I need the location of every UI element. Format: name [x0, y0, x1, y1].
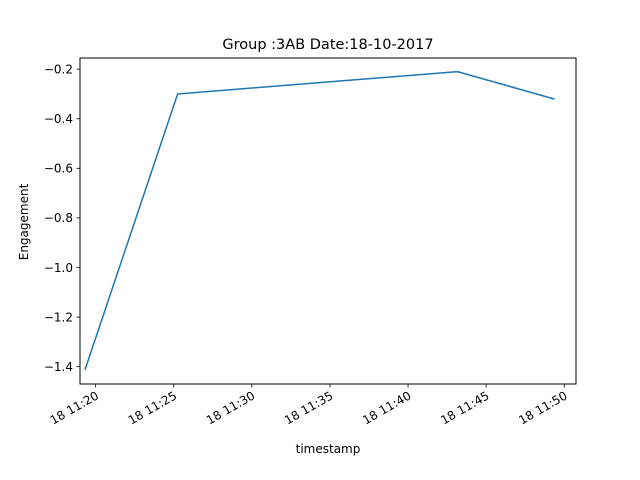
y-tick-label: −1.0	[44, 261, 73, 275]
x-tick-label: 18 11:35	[282, 388, 335, 427]
y-tick-label: −1.2	[44, 310, 73, 324]
y-tick-label: −0.6	[44, 162, 73, 176]
x-tick-label: 18 11:50	[516, 388, 569, 427]
axes-frame	[79, 57, 577, 385]
y-tick-label: −0.2	[44, 62, 73, 76]
y-axis-label: Engagement	[17, 183, 31, 260]
x-tick-label: 18 11:45	[438, 388, 491, 427]
x-axis-label: timestamp	[296, 442, 361, 456]
x-tick-label: 18 11:30	[204, 388, 257, 427]
y-tick-label: −0.8	[44, 211, 73, 225]
plot-area: −1.4 −1.2 −1.0 −0.8 −0.6 −0.4 −0.2 18 11:20 18 1…	[44, 57, 577, 427]
chart-title: Group :3AB Date:18-10-2017	[222, 37, 433, 53]
x-tick-label: 18 11:25	[126, 388, 179, 427]
series-line-0	[84, 70, 555, 371]
y-tick-label: −0.4	[44, 112, 73, 126]
x-tick-label: 18 11:20	[48, 388, 101, 427]
x-tick-label: 18 11:40	[360, 388, 413, 427]
y-tick-label: −1.4	[44, 360, 73, 374]
